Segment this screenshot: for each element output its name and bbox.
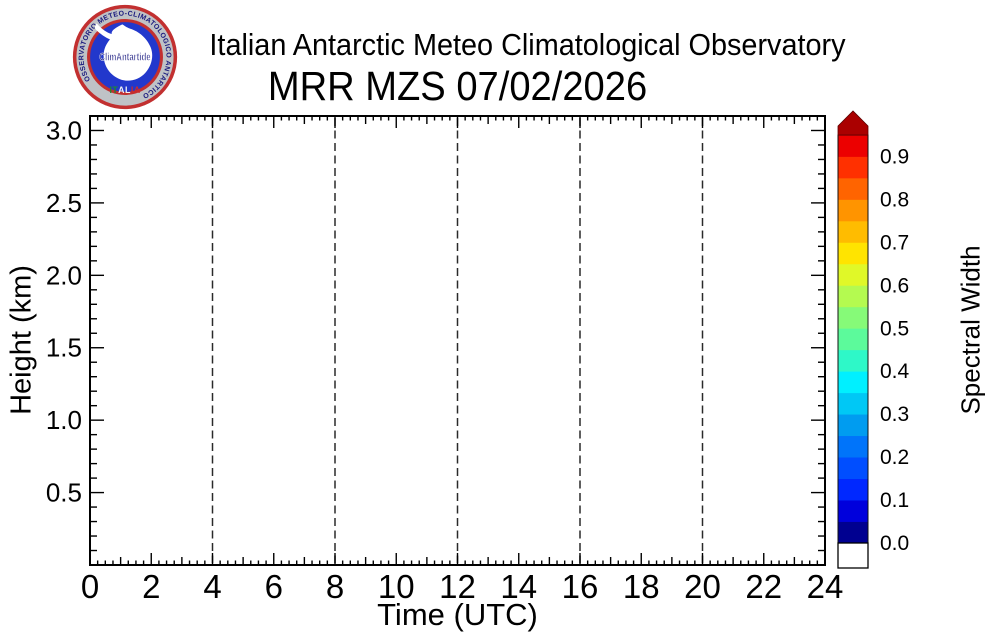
x-tick-label-2: 2 xyxy=(142,568,160,605)
y-tick-label-3.0: 3.0 xyxy=(46,115,82,145)
y-tick-label-2.0: 2.0 xyxy=(46,260,82,290)
colorbar-overflow-arrow xyxy=(837,110,869,136)
y-axis-label: Height (km) xyxy=(5,265,38,415)
colorbar-band-0.60 xyxy=(838,263,868,286)
colorbar-tick-label-0.4: 0.4 xyxy=(880,360,910,383)
y-tick-label-2.5: 2.5 xyxy=(46,188,82,218)
x-tick-label-6: 6 xyxy=(265,568,283,605)
colorbar-band-0.25 xyxy=(838,414,868,437)
x-tick-label-4: 4 xyxy=(203,568,221,605)
x-tick-label-24: 24 xyxy=(807,568,844,605)
observatory-title: Italian Antarctic Meteo Climatological O… xyxy=(209,27,846,62)
x-tick-label-22: 22 xyxy=(745,568,782,605)
colorbar-tick-label-0.9: 0.9 xyxy=(880,145,909,168)
observatory-logo-image: OSSERVATORIO METEO-CLIMATOLOGICO ANTARTI… xyxy=(72,4,178,110)
x-tick-label-14: 14 xyxy=(500,568,537,605)
colorbar-tick-label-0.2: 0.2 xyxy=(880,446,909,469)
colorbar-band-0.15 xyxy=(838,457,868,479)
colorbar-tick-label-0.3: 0.3 xyxy=(880,403,909,426)
x-tick-label-20: 20 xyxy=(684,568,721,605)
colorbar-tick-label-0.0: 0.0 xyxy=(880,532,909,555)
colorbar-band-0.05 xyxy=(838,500,868,522)
colorbar-band-0.55 xyxy=(838,285,868,308)
colorbar-band-0.65 xyxy=(838,242,868,265)
y-tick-label-1.0: 1.0 xyxy=(46,405,82,435)
colorbar-tick-label-0.7: 0.7 xyxy=(880,231,909,254)
colorbar-underflow-box xyxy=(837,542,869,569)
colorbar-band-0.40 xyxy=(838,349,868,372)
x-tick-label-10: 10 xyxy=(378,568,415,605)
chart-title: MRR MZS 07/02/2026 xyxy=(267,63,648,109)
colorbar-band-0.50 xyxy=(838,306,868,329)
colorbar-tick-label-0.6: 0.6 xyxy=(880,274,909,297)
colorbar-band-0.00 xyxy=(838,521,868,544)
logo-banner-text: ClimAntartide xyxy=(99,52,150,64)
colorbar-band-0.10 xyxy=(838,478,868,501)
colorbar-band-0.80 xyxy=(838,177,868,200)
colorbar-band-0.70 xyxy=(838,220,868,243)
x-axis-label: Time (UTC) xyxy=(377,597,538,632)
colorbar-tick-label-0.8: 0.8 xyxy=(880,188,909,211)
colorbar-band-0.90 xyxy=(838,135,868,157)
x-tick-label-8: 8 xyxy=(326,568,344,605)
colorbar-band-0.30 xyxy=(838,392,868,415)
antarctica-continent-shape xyxy=(94,23,153,81)
observatory-logo: OSSERVATORIO METEO-CLIMATOLOGICO ANTARTI… xyxy=(72,4,178,110)
y-ticks xyxy=(90,129,825,552)
y-tick-label-0.5: 0.5 xyxy=(46,478,82,508)
x-tick-label-16: 16 xyxy=(562,568,599,605)
colorbar-band-0.75 xyxy=(838,199,868,222)
colorbar-tick-label-0.1: 0.1 xyxy=(880,489,909,512)
x-tick-label-12: 12 xyxy=(439,568,476,605)
colorbar-band-0.20 xyxy=(838,435,868,458)
x-tick-label-0: 0 xyxy=(81,568,99,605)
colorbar-band-0.35 xyxy=(838,371,868,394)
logo-italia-text: ITALIA xyxy=(109,85,140,95)
x-tick-label-18: 18 xyxy=(623,568,660,605)
y-tick-label-1.5: 1.5 xyxy=(46,333,82,363)
colorbar-band-0.85 xyxy=(838,156,868,179)
colorbar-tick-label-0.5: 0.5 xyxy=(880,317,909,340)
colorbar-band-0.45 xyxy=(838,328,868,351)
x-ticks xyxy=(89,116,826,565)
colorbar-label: Spectral Width xyxy=(955,245,986,415)
